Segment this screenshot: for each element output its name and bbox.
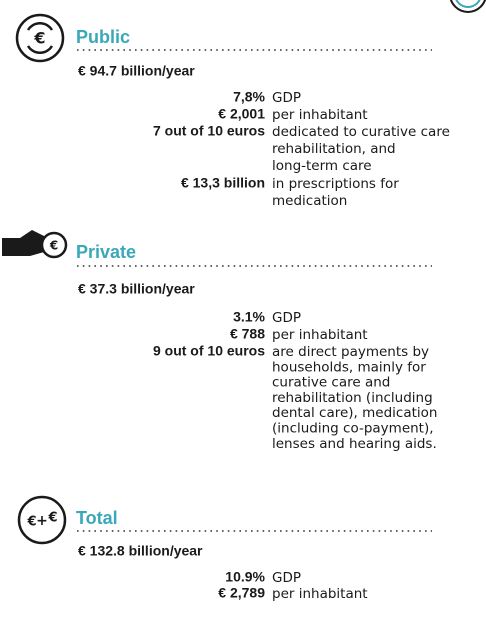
row-description: medication <box>272 193 347 209</box>
row-description: GDP <box>272 570 301 586</box>
row-description: per inhabitant <box>272 327 368 343</box>
section-amount: € 37.3 billion/year <box>78 281 195 297</box>
row-description: (including co-payment), <box>272 421 434 437</box>
row-value: 9 out of 10 euros <box>153 343 265 359</box>
row-value: € 2,001 <box>218 106 265 122</box>
corner-icon <box>449 0 486 13</box>
public-icon: € <box>15 13 65 63</box>
row-value: 7 out of 10 euros <box>153 123 265 139</box>
section-heading: Public <box>76 27 130 47</box>
section-amount: € 132.8 billion/year <box>78 543 203 559</box>
section-amount: € 94.7 billion/year <box>78 63 195 79</box>
row-description: dedicated to curative care <box>272 124 450 140</box>
euro-symbol: € <box>33 29 45 48</box>
row-value: 7,8% <box>233 89 265 105</box>
section-heading: Private <box>76 242 136 262</box>
row-description: GDP <box>272 90 301 106</box>
row-value: 10.9% <box>225 569 265 585</box>
row-description: curative care and <box>272 375 390 391</box>
row-description: households, mainly for <box>272 359 426 375</box>
plus-symbol: + <box>36 513 48 529</box>
private-icon: € <box>2 230 68 259</box>
row-description: in prescriptions for <box>272 176 399 192</box>
row-description: per inhabitant <box>272 586 368 602</box>
row-description: rehabilitation, and <box>272 141 396 157</box>
row-description: rehabilitation (including <box>272 390 433 406</box>
row-description: GDP <box>272 310 301 326</box>
euro-symbol: € <box>47 511 57 526</box>
row-description: are direct payments by <box>272 344 429 360</box>
row-description: dental care), medication <box>272 405 437 421</box>
total-icon: € + € <box>17 495 67 545</box>
section-heading: Total <box>76 508 118 528</box>
row-value: € 2,789 <box>218 585 265 601</box>
row-description: per inhabitant <box>272 107 368 123</box>
row-description: lenses and hearing aids. <box>272 436 437 452</box>
euro-symbol: € <box>49 239 58 253</box>
row-value: 3.1% <box>233 309 265 325</box>
row-value: € 13,3 billion <box>181 175 265 191</box>
euro-symbol: € <box>26 515 36 530</box>
row-value: € 788 <box>230 326 265 342</box>
row-description: long-term care <box>272 158 372 174</box>
corner-icon-ring <box>455 0 481 8</box>
